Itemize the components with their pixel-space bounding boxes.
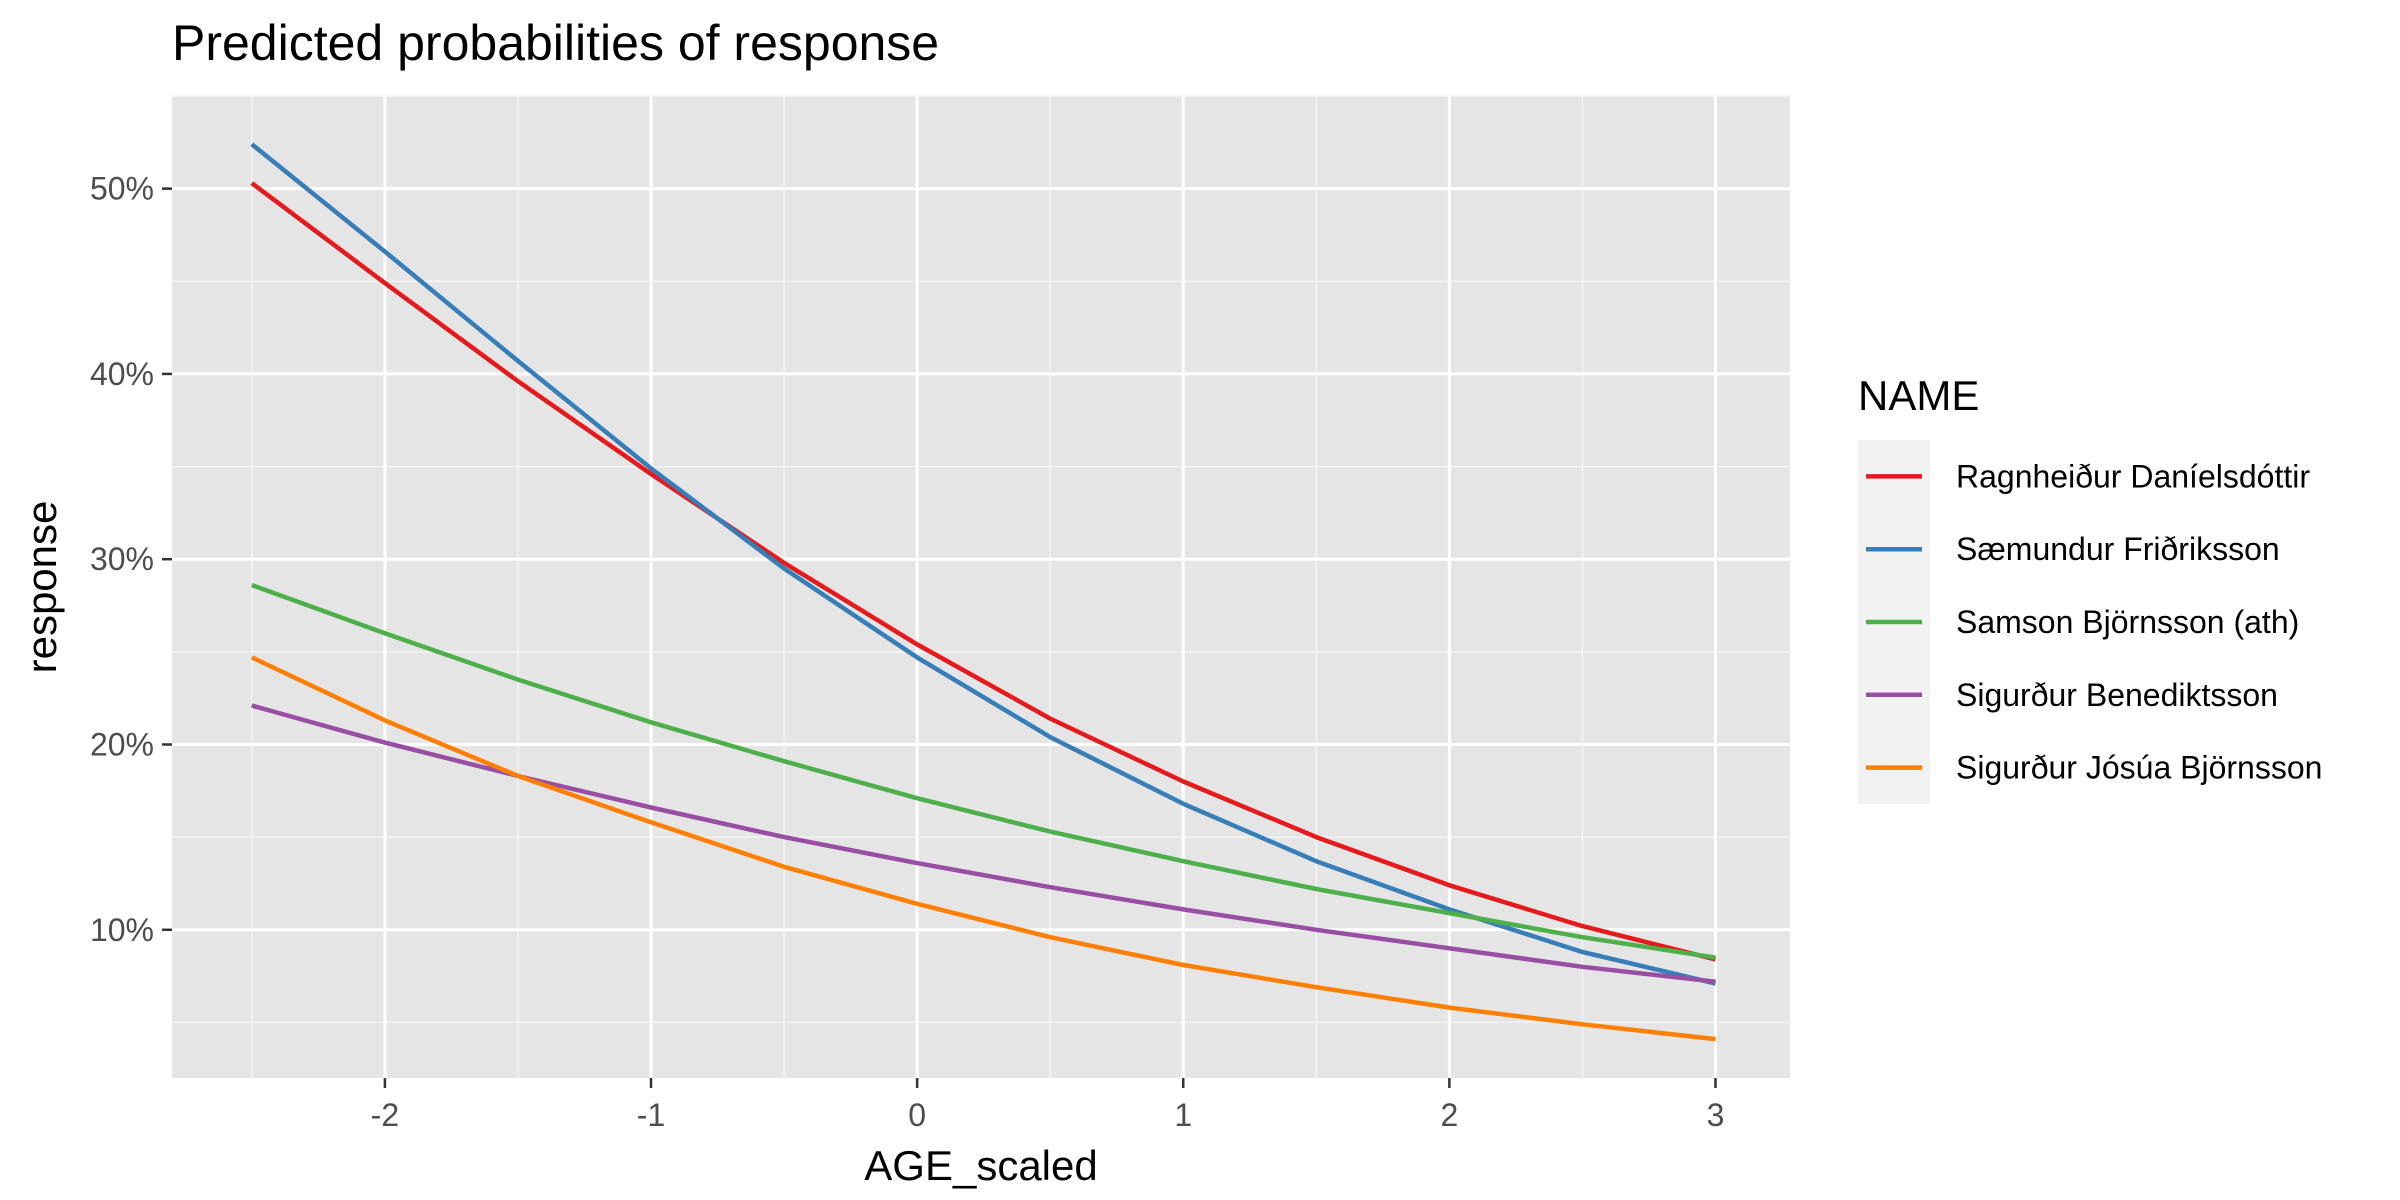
legend-label-2: Sæmundur Friðriksson: [1956, 531, 2280, 567]
y-tick-label: 20%: [90, 726, 154, 762]
x-axis-title: AGE_scaled: [864, 1142, 1097, 1189]
x-tick-label: -2: [371, 1097, 399, 1133]
legend-items: Ragnheiður Daníelsdóttir Sæmundur Friðrik…: [1866, 458, 2322, 786]
plot-panel: [172, 96, 1790, 1078]
y-axis-title: response: [18, 501, 65, 674]
series-line-4: [251, 703, 1716, 984]
series-lines: [250, 142, 1717, 1042]
x-tick-label: 0: [908, 1097, 926, 1133]
x-axis-ticks: -2 -1 0 1 2 3: [371, 1078, 1725, 1133]
x-tick-label: -1: [637, 1097, 665, 1133]
x-tick-label: 1: [1174, 1097, 1192, 1133]
y-tick-label: 10%: [90, 912, 154, 948]
legend-label-5: Sigurður Jósúa Björnsson: [1956, 750, 2322, 786]
legend-title: NAME: [1858, 372, 1979, 419]
y-tick-label: 50%: [90, 171, 154, 207]
x-tick-label: 2: [1440, 1097, 1458, 1133]
series-line-5: [250, 655, 1716, 1042]
y-axis-ticks: 10% 20% 30% 40% 50%: [90, 171, 172, 948]
series-line-3: [251, 582, 1716, 960]
chart-title: Predicted probabilities of response: [172, 15, 939, 71]
series-line-1: [250, 181, 1717, 962]
x-tick-label: 3: [1707, 1097, 1725, 1133]
legend: NAME Ragnheiður Daníelsdóttir Sæmundur Fr…: [1858, 372, 2322, 804]
y-tick-label: 30%: [90, 541, 154, 577]
legend-label-1: Ragnheiður Daníelsdóttir: [1956, 458, 2310, 494]
legend-label-3: Samson Björnsson (ath): [1956, 604, 2299, 640]
legend-label-4: Sigurður Benediktsson: [1956, 677, 2278, 713]
y-tick-label: 40%: [90, 356, 154, 392]
